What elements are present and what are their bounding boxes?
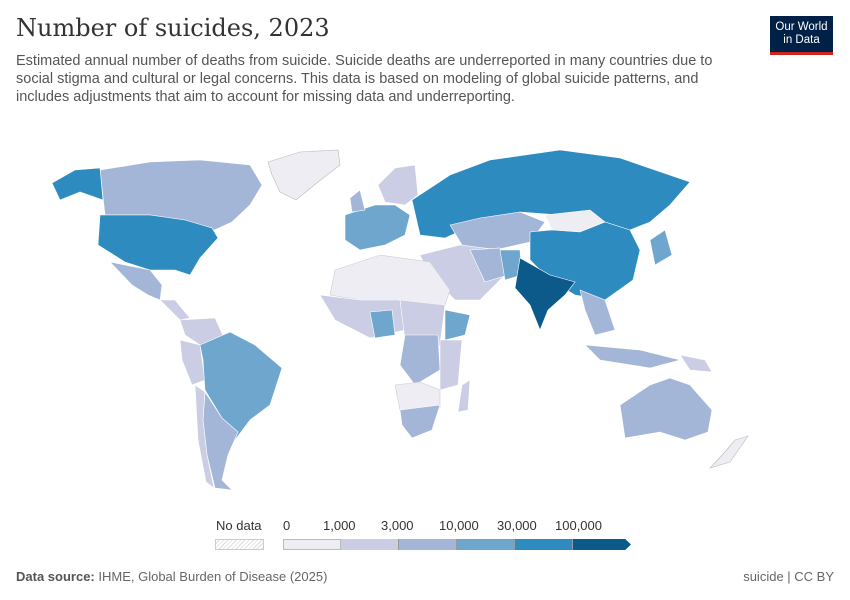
legend-tick: 100,000 (555, 518, 602, 533)
owid-logo[interactable]: Our World in Data (770, 16, 833, 55)
legend-bin[interactable] (283, 539, 341, 550)
europe-west[interactable] (344, 204, 411, 251)
country-nigeria[interactable] (369, 309, 396, 339)
legend-bin[interactable] (573, 539, 631, 550)
legend-bin[interactable] (457, 539, 515, 550)
central-america[interactable] (159, 299, 191, 321)
legend-no-data-label: No data (216, 518, 262, 533)
country-madagascar[interactable] (457, 379, 471, 413)
southeast-asia[interactable] (579, 289, 616, 336)
country-papua[interactable] (679, 354, 713, 373)
legend-no-data-swatch (215, 539, 264, 550)
country-chile[interactable] (194, 384, 215, 489)
world-map[interactable] (0, 130, 850, 505)
east-africa[interactable] (439, 339, 463, 391)
map-legend: No data 0 1,000 3,000 10,000 30,000 100,000 (0, 515, 850, 555)
page-title: Number of suicides, 2023 (16, 14, 330, 42)
country-india[interactable] (514, 257, 576, 331)
legend-tick: 3,000 (381, 518, 414, 533)
country-japan[interactable] (649, 229, 673, 266)
country-new-zealand[interactable] (709, 435, 749, 469)
legend-tick: 0 (283, 518, 291, 533)
country-australia[interactable] (619, 377, 713, 441)
legend-bin[interactable] (341, 539, 399, 550)
legend-tick: 1,000 (323, 518, 356, 533)
legend-bin[interactable] (515, 539, 573, 550)
license[interactable]: suicide | CC BY (743, 569, 834, 584)
legend-tick: 30,000 (497, 518, 537, 533)
country-usa-alaska[interactable] (51, 167, 104, 201)
legend-tick: 10,000 (439, 518, 479, 533)
country-brazil[interactable] (199, 331, 283, 441)
country-indonesia[interactable] (584, 344, 682, 369)
data-source: Data source: IHME, Global Burden of Dise… (16, 569, 328, 584)
country-peru-region[interactable] (179, 339, 206, 386)
country-uk[interactable] (349, 189, 366, 213)
country-south-africa[interactable] (399, 404, 441, 439)
country-usa[interactable] (97, 214, 219, 276)
subtitle: Estimated annual number of deaths from s… (16, 53, 713, 105)
country-ethiopia[interactable] (444, 309, 471, 341)
country-greenland[interactable] (267, 149, 341, 201)
source-link[interactable]: IHME, Global Burden of Disease (2025) (98, 569, 328, 584)
europe-north[interactable] (377, 164, 419, 206)
legend-bin[interactable] (399, 539, 457, 550)
country-drc[interactable] (399, 334, 441, 386)
